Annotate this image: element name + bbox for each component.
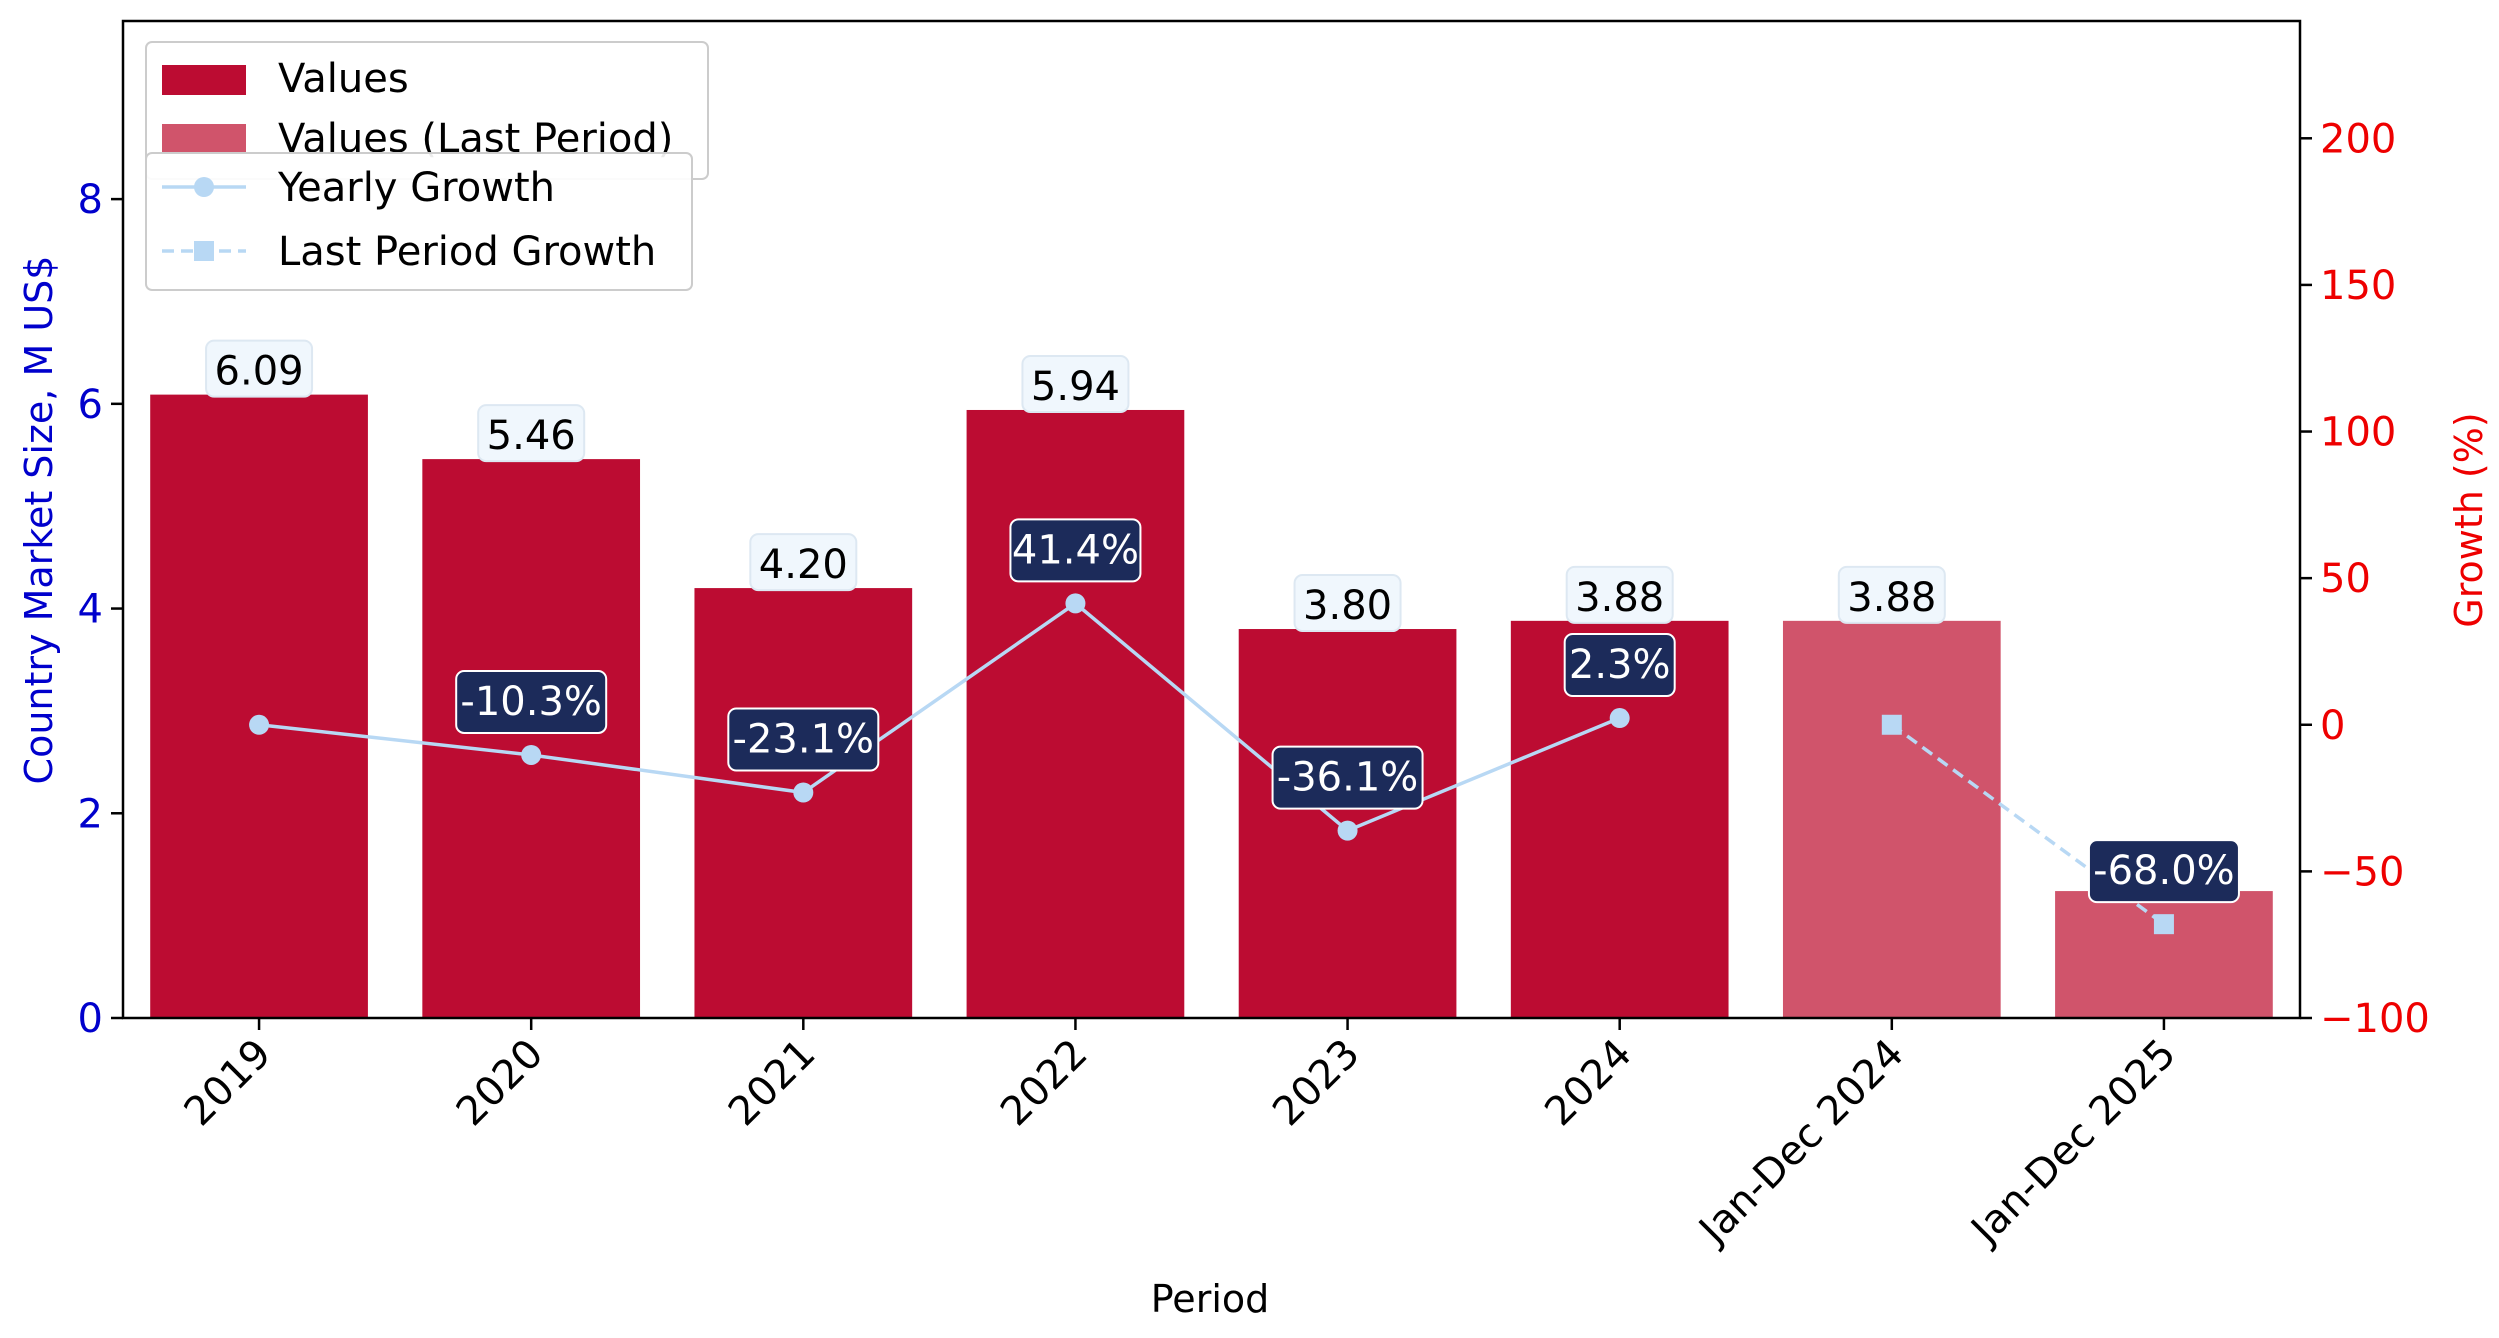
growth-label-yearly-growth-2020: -10.3% <box>460 679 602 725</box>
legend-label-values: Values <box>278 56 409 102</box>
legend-swatch-values-last-period <box>162 124 246 154</box>
value-label-values-2021: 4.20 <box>759 542 848 588</box>
value-label-box-2022 <box>1021 354 1130 413</box>
legend-label-yearly-growth: Yearly Growth <box>277 165 555 211</box>
value-label-box-2021 <box>749 533 858 592</box>
value-label-box-2024 <box>1565 565 1674 624</box>
legend-marker-last-period-growth <box>194 241 214 261</box>
lines-layer <box>249 593 2174 935</box>
bar-values-last-period-jan-dec-2025 <box>2055 891 2273 1018</box>
y-tick-label-2: 2 <box>78 791 103 837</box>
data-labels-layer: 6.09 5.46 4.20 5.94 3.80 3.88 3.88 -10.3% -23.1%… <box>205 339 2240 904</box>
growth-label-box-jan-dec-2025 <box>2087 839 2240 904</box>
legend-lines: Yearly Growth Last Period Growth <box>145 152 693 291</box>
y2-tick-label-2: 0 <box>2320 703 2345 749</box>
point-yearly-growth-2022 <box>1065 593 1086 614</box>
growth-label-last-period-growth-jan-dec-2025: -68.0% <box>2093 848 2235 894</box>
growth-label-yearly-growth-2023: -36.1% <box>1277 755 1419 801</box>
legend-swatch-values <box>162 65 246 95</box>
bars-layer <box>150 394 2273 1019</box>
legend-marker-yearly-growth <box>194 177 214 197</box>
y-tick-label-6: 6 <box>78 382 103 428</box>
bar-values-2019 <box>150 394 368 1018</box>
growth-label-yearly-growth-2024: 2.3% <box>1569 642 1671 688</box>
legend-lines-box <box>145 152 693 291</box>
value-label-values-2024: 3.88 <box>1575 575 1664 621</box>
bar-values-2020 <box>422 459 641 1018</box>
point-last-period-growth-jan-dec-2025 <box>2153 914 2174 935</box>
y-tick-label-8: 8 <box>78 177 103 223</box>
line-yearly-growth <box>258 601 1621 833</box>
growth-label-box-2020 <box>455 669 608 734</box>
y-tick-label-4: 4 <box>78 587 103 633</box>
point-yearly-growth-2019 <box>249 714 270 735</box>
value-label-values-2019: 6.09 <box>215 349 304 395</box>
point-last-period-growth-jan-dec-2024 <box>1881 714 1902 735</box>
point-yearly-growth-2023 <box>1337 820 1358 841</box>
value-label-values-2022: 5.94 <box>1031 364 1120 410</box>
growth-label-box-2022 <box>1009 518 1142 583</box>
growth-label-yearly-growth-2022: 41.4% <box>1012 527 1139 573</box>
bar-values-2021 <box>694 588 913 1018</box>
value-label-box-2019 <box>205 339 314 398</box>
growth-label-box-2021 <box>727 707 880 772</box>
point-yearly-growth-2024 <box>1609 708 1630 729</box>
y2-tick-label-0: −100 <box>2320 996 2430 1042</box>
bar-values-last-period-jan-dec-2024 <box>1782 620 2001 1018</box>
value-label-box-jan-dec-2024 <box>1837 565 1946 624</box>
growth-label-yearly-growth-2021: -23.1% <box>733 717 875 763</box>
value-label-box-2023 <box>1293 574 1402 633</box>
plot-frame <box>121 19 2302 1020</box>
bar-values-2022 <box>966 409 1185 1019</box>
y-axis-label: Country Market Size, M US$ <box>17 256 61 785</box>
y2-tick-label-5: 150 <box>2320 263 2396 309</box>
growth-label-box-2023 <box>1271 745 1424 810</box>
x-axis-label: Period <box>1151 1277 1270 1321</box>
value-label-values-last-period-jan-dec-2024: 3.88 <box>1847 575 1936 621</box>
point-yearly-growth-2021 <box>793 782 814 803</box>
value-label-values-2020: 5.46 <box>487 413 576 459</box>
y2-axis-label: Growth (%) <box>2447 412 2491 627</box>
value-label-values-2023: 3.80 <box>1303 583 1392 629</box>
y2-tick-label-6: 200 <box>2320 116 2396 162</box>
y-tick-label-0: 0 <box>78 996 103 1042</box>
value-label-box-2020 <box>477 404 586 463</box>
y2-tick-label-1: −50 <box>2320 849 2404 895</box>
y2-tick-label-4: 100 <box>2320 410 2396 456</box>
point-yearly-growth-2020 <box>521 744 542 765</box>
y2-tick-label-3: 50 <box>2320 556 2371 602</box>
legend-label-last-period-growth: Last Period Growth <box>278 229 656 275</box>
growth-label-box-2024 <box>1563 633 1676 698</box>
